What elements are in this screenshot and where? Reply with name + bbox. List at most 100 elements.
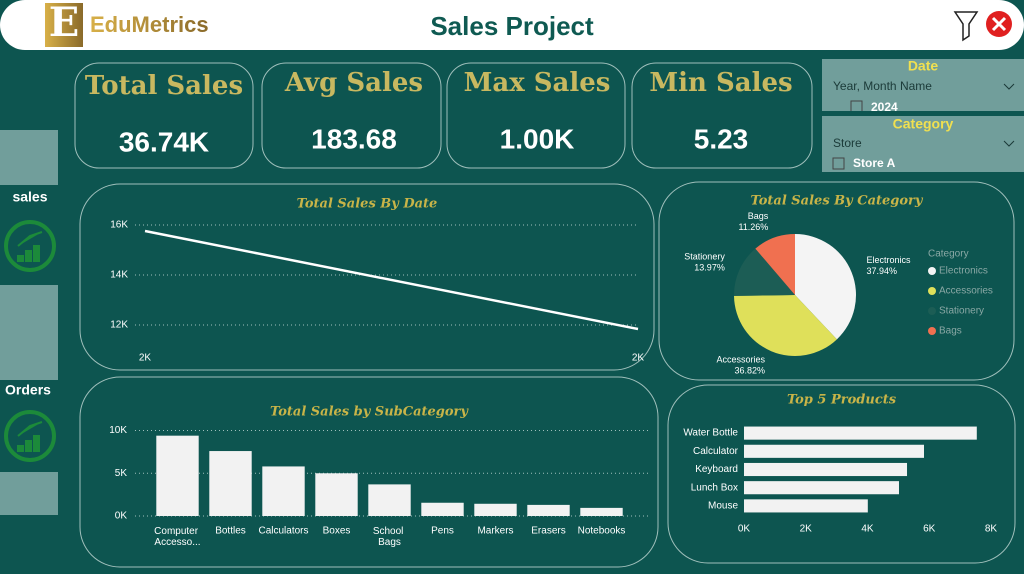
bar[interactable] xyxy=(315,473,358,516)
x-tick-label: 2K xyxy=(139,353,152,364)
y-tick-label: Keyboard xyxy=(695,464,738,475)
slicer-field[interactable]: Year, Month Name xyxy=(833,79,932,93)
pie-slice[interactable] xyxy=(734,248,795,296)
x-tick-label: Boxes xyxy=(323,526,351,537)
kpi-label: Total Sales xyxy=(85,71,243,101)
kpi-label: Max Sales xyxy=(464,68,611,98)
pie-slice[interactable] xyxy=(755,234,795,295)
legend-label[interactable]: Electronics xyxy=(939,266,988,277)
slicer[interactable] xyxy=(822,116,1024,172)
y-tick-label: Calculator xyxy=(693,446,739,457)
dropdown-chevron[interactable] xyxy=(1003,140,1015,147)
legend-swatch xyxy=(928,327,936,335)
x-tick-label: 6K xyxy=(923,524,936,535)
bar[interactable] xyxy=(744,444,925,458)
slicer-field[interactable]: Store xyxy=(833,136,862,150)
legend-swatch xyxy=(928,287,936,295)
pie-slice[interactable] xyxy=(795,234,856,340)
y-tick-label: Mouse xyxy=(708,501,738,512)
x-tick-label: 2K xyxy=(800,524,813,535)
y-tick-label: 12K xyxy=(110,320,128,331)
slicer-item[interactable]: 2024 xyxy=(871,100,898,114)
x-tick-label: Markers xyxy=(477,526,513,537)
logo-letter: E xyxy=(49,0,80,46)
slicer-item-clip: 2024 xyxy=(850,100,898,114)
kpi-value: 1.00K xyxy=(500,123,575,154)
nav-panel xyxy=(0,285,58,380)
page-title: Sales Project xyxy=(430,11,594,41)
x-tick-label: Notebooks xyxy=(578,526,626,537)
checkbox[interactable] xyxy=(832,157,845,170)
nav-label[interactable]: sales xyxy=(12,189,47,205)
slice-value-label: 36.82% xyxy=(735,365,766,375)
legend-swatch xyxy=(928,307,936,315)
bar[interactable] xyxy=(744,462,908,477)
logo-mark xyxy=(45,3,83,47)
nav-panel xyxy=(0,472,58,515)
x-tick-label: 2K xyxy=(632,353,645,364)
nav-panel xyxy=(0,130,58,185)
kpi-card xyxy=(74,62,254,169)
y-tick-label: 5K xyxy=(115,468,128,479)
nav-label[interactable]: Orders xyxy=(5,382,51,398)
nav-icon[interactable] xyxy=(4,220,56,272)
chart-panel xyxy=(79,183,655,371)
brand: EduMetrics xyxy=(90,12,209,37)
bar[interactable] xyxy=(474,503,517,516)
x-tick-label: Calculators xyxy=(258,526,308,537)
dropdown-chevron[interactable] xyxy=(1003,83,1015,90)
kpi-value: 183.68 xyxy=(311,123,397,154)
chart-panel xyxy=(658,181,1015,381)
x-tick-label: Erasers xyxy=(531,526,565,537)
bar[interactable] xyxy=(527,504,570,516)
bar[interactable] xyxy=(368,484,411,516)
legend-label[interactable]: Stationery xyxy=(939,306,984,317)
y-tick-label: 10K xyxy=(109,425,127,436)
x-tick-label: 0K xyxy=(738,524,751,535)
y-tick-label: 0K xyxy=(115,511,128,522)
pie-slice[interactable] xyxy=(734,295,837,356)
chart-title: Total Sales by SubCategory xyxy=(270,405,469,420)
filter-icon[interactable] xyxy=(953,11,979,42)
bar[interactable] xyxy=(156,435,199,516)
chart-panel xyxy=(79,376,659,568)
y-tick-label: Water Bottle xyxy=(683,428,738,439)
bar[interactable] xyxy=(580,507,623,516)
bar[interactable] xyxy=(744,426,977,440)
checkbox[interactable] xyxy=(850,100,863,112)
nav-icon[interactable] xyxy=(4,410,56,462)
bar[interactable] xyxy=(262,466,305,516)
header-bar xyxy=(0,0,1024,50)
bar[interactable] xyxy=(421,502,464,516)
close-icon xyxy=(991,16,1007,32)
kpi-card xyxy=(446,62,626,169)
chart-title: Top 5 Products xyxy=(787,393,897,408)
slice-label: Electronics xyxy=(867,255,912,265)
bar[interactable] xyxy=(744,499,868,513)
kpi-label: Min Sales xyxy=(649,68,792,98)
legend-swatch xyxy=(928,267,936,275)
line-series xyxy=(144,229,639,331)
x-tick-label: 4K xyxy=(861,524,874,535)
chart-title: Total Sales By Date xyxy=(297,197,438,212)
legend-label[interactable]: Bags xyxy=(939,326,962,337)
legend-label[interactable]: Accessories xyxy=(939,286,993,297)
kpi-value: 36.74K xyxy=(119,126,209,157)
slicer-item[interactable]: Store A xyxy=(853,156,896,170)
legend-title: Category xyxy=(928,249,969,260)
bar[interactable] xyxy=(744,481,899,495)
bar[interactable] xyxy=(209,451,252,516)
nav-icon-glyph xyxy=(17,231,43,262)
slice-label: Accessories xyxy=(717,354,766,364)
slice-value-label: 37.94% xyxy=(867,266,898,276)
x-tick-label: 8K xyxy=(985,524,998,535)
slicer[interactable] xyxy=(822,59,1024,111)
slice-value-label: 11.26% xyxy=(738,222,768,232)
kpi-label: Avg Sales xyxy=(284,68,423,98)
slice-label: Stationery xyxy=(684,252,725,262)
slice-value-label: 13.97% xyxy=(694,263,725,273)
kpi-card xyxy=(261,62,442,169)
kpi-value: 5.23 xyxy=(694,123,749,154)
slicer-title: Category xyxy=(893,116,954,132)
